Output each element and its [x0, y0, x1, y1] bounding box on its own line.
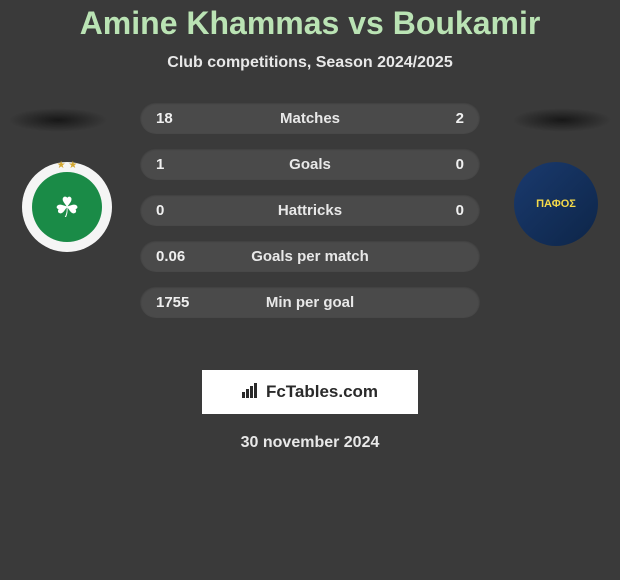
- stat-row: 18 Matches 2: [140, 102, 480, 134]
- stat-row: 0 Hattricks 0: [140, 194, 480, 226]
- stats-list: 18 Matches 2 1 Goals 0 0 Hattricks 0 0.0…: [140, 102, 480, 332]
- branding-text: FcTables.com: [266, 382, 378, 402]
- stat-right-value: 0: [414, 202, 464, 219]
- stat-right-value: 0: [414, 156, 464, 173]
- stars-icon: ★ ★: [57, 160, 78, 171]
- branding-box[interactable]: FcTables.com: [202, 370, 418, 414]
- stat-left-value: 18: [156, 110, 206, 127]
- stat-left-value: 0: [156, 202, 206, 219]
- club-logo-left: ★ ★ ☘: [22, 162, 112, 252]
- stat-left-value: 1755: [156, 294, 206, 311]
- stat-row: 1755 Min per goal: [140, 286, 480, 318]
- stat-row: 0.06 Goals per match: [140, 240, 480, 272]
- date-label: 30 november 2024: [0, 434, 620, 452]
- pafos-badge: ΠΑΦΟΣ: [536, 198, 576, 210]
- main-area: ★ ★ ☘ ΠΑΦΟΣ 18 Matches 2 1 Goals 0 0 Hat…: [0, 102, 620, 362]
- page-title: Amine Khammas vs Boukamir: [0, 5, 620, 42]
- stat-label: Matches: [206, 110, 414, 127]
- omonia-badge: ★ ★ ☘: [32, 172, 102, 242]
- shadow-right: [512, 108, 612, 132]
- stat-left-value: 1: [156, 156, 206, 173]
- stat-row: 1 Goals 0: [140, 148, 480, 180]
- shadow-left: [8, 108, 108, 132]
- clover-icon: ☘: [54, 191, 79, 224]
- page-subtitle: Club competitions, Season 2024/2025: [0, 54, 620, 72]
- stat-label: Goals: [206, 156, 414, 173]
- stat-left-value: 0.06: [156, 248, 206, 265]
- comparison-widget: Amine Khammas vs Boukamir Club competiti…: [0, 0, 620, 452]
- chart-icon: [242, 382, 260, 403]
- club-logo-right: ΠΑΦΟΣ: [514, 162, 598, 246]
- stat-label: Min per goal: [206, 294, 414, 311]
- stat-right-value: 2: [414, 110, 464, 127]
- stat-label: Hattricks: [206, 202, 414, 219]
- stat-label: Goals per match: [206, 248, 414, 265]
